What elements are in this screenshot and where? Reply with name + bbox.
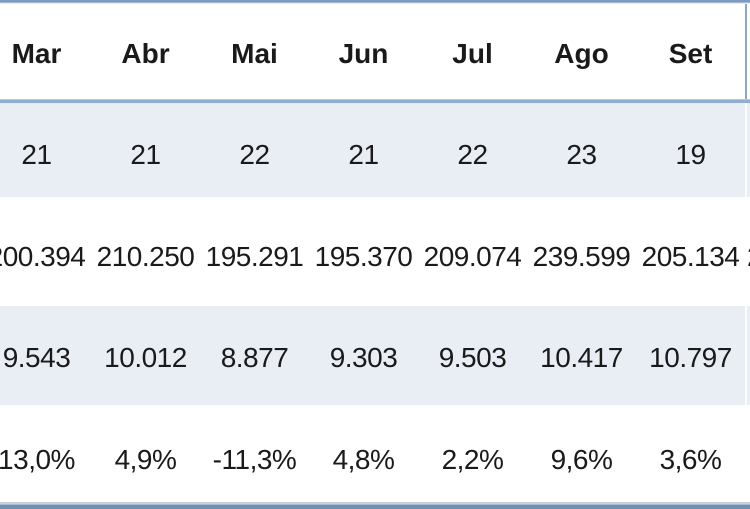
data-cell: 21 [348,139,379,170]
data-cell: 239.599 [532,241,631,272]
data-cell: 22 [457,139,488,170]
data-cell: 205.134 [641,241,740,272]
data-cell: 9,6% [550,444,613,475]
header-cell-abr: Abr [121,38,170,69]
table-row-totals: 200.394 210.250 195.291 195.370 209.074 … [0,197,750,306]
data-cell: -11,3% [212,444,297,475]
header-separator-line [0,99,750,103]
header-cell-jul: Jul [452,38,493,69]
data-cell: 10.417 [540,342,623,373]
data-cell: 10.012 [104,342,187,373]
header-cell-set: Set [668,38,713,69]
header-track: Mar Abr Mai Jun Jul Ago Set [0,4,750,99]
data-cell: 9.503 [438,342,507,373]
data-cell: 9.543 [2,342,71,373]
header-cell-jun: Jun [338,38,389,69]
header-cell-mai: Mai [231,38,278,69]
data-cell: 210.250 [96,241,195,272]
data-cell: 10.797 [649,342,732,373]
data-cell-partial [745,103,750,197]
table-header-row: Mar Abr Mai Jun Jul Ago Set [0,4,750,99]
header-cell-ago: Ago [554,38,609,69]
header-cell-mar: Mar [11,38,62,69]
data-cell-partial [745,306,750,405]
table-top-border [0,0,750,4]
header-cell-partial [745,4,750,99]
data-cell: 9.303 [329,342,398,373]
data-cell: 21 [130,139,161,170]
table-row-days: 21 21 22 21 22 23 19 [0,103,750,197]
table-row-percent-change: 13,0% 4,9% -11,3% 4,8% 2,2% 9,6% 3,6% [0,405,750,502]
data-cell: 3,6% [659,444,722,475]
bottom-separator-line [0,502,750,504]
table-row-averages: 9.543 10.012 8.877 9.303 9.503 10.417 10… [0,306,750,405]
data-cell: 4,9% [114,444,177,475]
data-cell: 2,2% [441,444,504,475]
data-cell: 195.370 [314,241,413,272]
data-cell: 23 [566,139,597,170]
data-cell: 209.074 [423,241,522,272]
next-row-blue-band [0,504,750,509]
data-cell: 8.877 [220,342,289,373]
data-cell: 22 [239,139,270,170]
row-track: 21 21 22 21 22 23 19 [0,103,750,197]
data-cell: 13,0% [0,444,75,475]
data-cell: 200.394 [0,241,86,272]
row-track: 200.394 210.250 195.291 195.370 209.074 … [0,197,750,306]
data-cell-partial: 2 [745,197,750,306]
data-cell: 4,8% [332,444,395,475]
row-track: 9.543 10.012 8.877 9.303 9.503 10.417 10… [0,306,750,405]
data-cell: 19 [675,139,706,170]
data-cell: 195.291 [205,241,304,272]
row-track: 13,0% 4,9% -11,3% 4,8% 2,2% 9,6% 3,6% [0,405,750,502]
data-cell-partial [745,405,750,502]
data-cell: 21 [21,139,52,170]
